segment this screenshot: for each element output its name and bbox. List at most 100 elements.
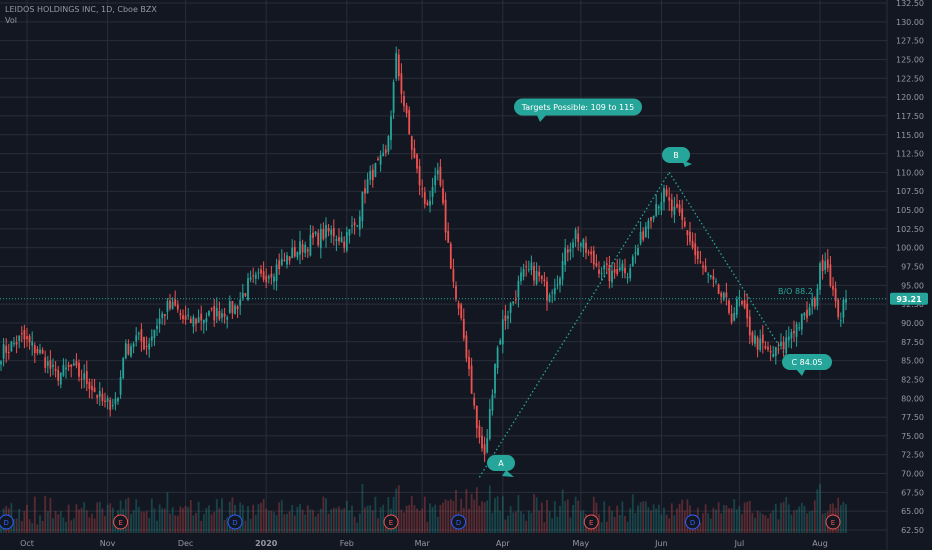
volume-bar	[304, 514, 307, 533]
candle-body	[509, 303, 512, 313]
time-tick-label: Nov	[100, 539, 116, 548]
candle-body	[239, 299, 242, 306]
candle-body	[488, 409, 491, 439]
volume-bar	[161, 508, 164, 533]
candle-body	[717, 284, 720, 294]
candle-body	[213, 305, 216, 321]
volume-bar	[686, 499, 689, 533]
volume-bar	[559, 505, 561, 533]
volume-bar	[104, 515, 106, 533]
candle-body	[325, 224, 327, 238]
candle-body	[421, 188, 424, 190]
candle-body	[338, 236, 340, 242]
volume-bar	[345, 500, 348, 533]
candle-body	[221, 313, 223, 318]
volume-label: Vol	[5, 16, 17, 25]
candle-body	[41, 349, 44, 354]
candle-body	[343, 241, 346, 248]
candle-body	[595, 263, 598, 267]
candle-body	[161, 313, 164, 319]
volume-bar	[673, 515, 676, 533]
point-b-callout: B	[662, 147, 692, 167]
candle-body	[540, 275, 543, 280]
candle-body	[574, 229, 577, 240]
candle-body	[559, 278, 561, 285]
volume-bar	[577, 500, 580, 533]
candle-body	[631, 256, 634, 267]
price-tick-label: 72.50	[901, 451, 924, 460]
candle-body	[699, 261, 702, 263]
time-axis[interactable]: Oct Nov Dec 2020 Feb Mar Apr May Jun Jul Aug	[20, 539, 828, 548]
candle-body	[553, 288, 556, 295]
candle-body	[408, 110, 411, 134]
candle-body	[629, 268, 632, 279]
candle-body	[720, 293, 723, 297]
dividend-marker: D	[227, 514, 243, 530]
price-axis[interactable]: 132.50 130.00 127.50 125.00 122.50 120.00 117.…	[896, 0, 924, 535]
volume-bar	[819, 483, 821, 533]
candle-body	[234, 305, 236, 314]
chart-grid	[0, 0, 887, 533]
candle-body	[774, 346, 777, 357]
volume-bar	[629, 508, 632, 533]
time-tick-label: 2020	[255, 539, 278, 548]
candle-body	[93, 387, 96, 392]
volume-bar	[262, 498, 265, 533]
volume-bar	[598, 514, 600, 533]
candle-body	[377, 158, 379, 161]
volume-bar	[270, 510, 273, 533]
candle-body	[486, 438, 489, 453]
price-tick-label: 102.50	[896, 225, 924, 234]
price-tick-label: 117.50	[896, 112, 924, 121]
volume-bar	[210, 514, 213, 533]
candle-body	[20, 333, 23, 335]
volume-bar	[130, 514, 132, 533]
volume-bar	[366, 505, 369, 533]
volume-bar	[44, 495, 47, 533]
volume-bar	[592, 496, 595, 533]
price-tick-label: 122.50	[896, 74, 924, 83]
candle-body	[135, 335, 138, 342]
volume-bar	[80, 507, 83, 533]
volume-bar	[639, 502, 642, 533]
pattern-leg	[668, 172, 787, 358]
volume-bar	[514, 511, 517, 533]
volume-bar	[31, 523, 34, 533]
volume-bar	[670, 503, 673, 533]
volume-bar	[741, 514, 743, 533]
volume-bar	[683, 510, 686, 533]
volume-bar	[470, 493, 473, 533]
candle-body	[278, 260, 281, 270]
candle-body	[46, 361, 49, 366]
volume-bar	[551, 518, 554, 533]
volume-bar	[764, 515, 767, 533]
price-tick-label: 87.50	[901, 338, 924, 347]
candle-body	[309, 234, 312, 256]
volume-bar	[275, 515, 278, 533]
candle-body	[280, 258, 283, 266]
candle-body	[790, 332, 793, 339]
candle-body	[62, 364, 65, 376]
candle-body	[400, 73, 403, 94]
volume-bar	[65, 521, 67, 533]
volume-bar	[413, 505, 416, 533]
candle-body	[592, 250, 595, 265]
candle-body	[410, 136, 413, 150]
volume-bar	[600, 522, 603, 533]
volume-bar	[790, 514, 793, 533]
candle-body	[351, 225, 353, 227]
candle-body	[2, 344, 5, 359]
candle-body	[475, 405, 478, 429]
volume-bar	[761, 514, 764, 533]
candle-body	[122, 358, 125, 378]
abc-pattern-lines	[478, 172, 787, 478]
volume-bar	[756, 510, 759, 533]
volume-bar	[348, 510, 351, 533]
candle-body	[577, 233, 580, 242]
candle-body	[603, 265, 606, 270]
volume-bar	[254, 514, 257, 533]
candle-body	[104, 400, 106, 402]
volume-bar	[13, 518, 15, 533]
time-tick-label: Apr	[496, 539, 511, 548]
